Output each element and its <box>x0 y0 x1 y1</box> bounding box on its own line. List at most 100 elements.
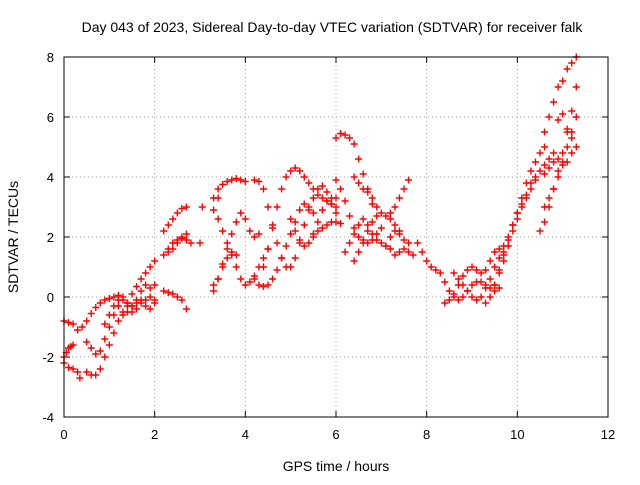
data-point <box>309 194 317 202</box>
series-t42 <box>541 149 576 178</box>
data-point <box>563 143 571 151</box>
data-point <box>368 218 376 226</box>
data-point <box>187 239 195 247</box>
series-t27 <box>350 218 376 265</box>
data-point <box>237 209 245 217</box>
data-point <box>314 227 322 235</box>
data-point <box>364 221 372 229</box>
data-point <box>477 269 485 277</box>
data-point <box>418 248 426 256</box>
data-point <box>178 205 186 212</box>
series-t19 <box>250 200 317 290</box>
data-point <box>491 287 499 295</box>
data-point <box>527 185 535 193</box>
data-point <box>74 326 82 334</box>
data-point <box>341 197 349 205</box>
data-point <box>223 178 231 185</box>
data-point <box>309 209 317 217</box>
data-point <box>355 221 363 229</box>
data-point <box>463 287 471 295</box>
data-point <box>491 281 499 289</box>
data-point <box>160 227 168 235</box>
data-point <box>228 248 236 256</box>
data-point <box>101 296 109 304</box>
data-point <box>282 242 290 250</box>
data-point <box>65 319 73 326</box>
chart-title: Day 043 of 2023, Sidereal Day-to-day VTE… <box>82 19 584 35</box>
y-tick-label: 8 <box>47 50 54 65</box>
data-point <box>273 239 281 247</box>
data-point <box>554 173 562 181</box>
data-point <box>364 188 372 196</box>
data-point <box>133 283 141 290</box>
data-point <box>382 242 390 250</box>
data-point <box>377 209 385 217</box>
x-axis-ticks: 0 2 4 6 8 10 12 <box>60 57 615 442</box>
data-point <box>182 230 190 238</box>
data-point <box>541 218 549 226</box>
data-point <box>509 221 517 229</box>
data-point <box>223 239 231 247</box>
data-point <box>414 239 422 247</box>
series-t28 <box>382 227 413 250</box>
data-point <box>219 263 227 271</box>
data-point <box>454 296 462 304</box>
data-point <box>142 269 150 277</box>
data-point <box>554 116 562 124</box>
data-point <box>522 191 530 199</box>
data-point <box>232 218 240 226</box>
data-point <box>69 320 77 328</box>
data-point <box>495 284 503 292</box>
data-point <box>273 203 281 211</box>
x-axis-label: GPS time / hours <box>283 458 390 474</box>
data-point <box>346 134 354 142</box>
data-point <box>541 128 549 136</box>
data-point <box>282 173 290 181</box>
data-point <box>513 215 521 223</box>
data-point <box>273 266 281 274</box>
data-point <box>559 161 567 169</box>
x-tick-label: 10 <box>510 427 524 442</box>
data-point <box>436 269 444 277</box>
data-point <box>105 323 113 331</box>
data-point <box>92 350 100 358</box>
data-point <box>541 143 549 151</box>
data-point <box>568 128 576 136</box>
data-point <box>495 254 503 262</box>
data-point <box>105 295 113 302</box>
data-point <box>391 221 399 229</box>
data-point <box>110 293 118 301</box>
data-point <box>463 266 471 274</box>
data-point <box>350 257 358 265</box>
data-point <box>69 341 77 349</box>
data-point <box>76 374 84 382</box>
data-point <box>482 284 490 292</box>
data-point <box>473 296 481 304</box>
data-point <box>559 110 567 118</box>
data-point <box>123 308 131 316</box>
data-point <box>359 170 367 178</box>
y-tick-label: 0 <box>47 290 54 305</box>
x-tick-label: 2 <box>151 427 158 442</box>
series-t2 <box>60 341 77 361</box>
data-point <box>101 353 109 361</box>
data-point <box>536 227 544 235</box>
data-point <box>332 134 340 142</box>
data-point <box>214 215 222 223</box>
series-t8 <box>119 293 159 319</box>
series-t23 <box>332 176 385 247</box>
data-point <box>173 239 181 247</box>
data-point <box>536 149 544 157</box>
data-point <box>151 281 159 289</box>
data-point <box>228 230 236 238</box>
data-point <box>432 266 440 274</box>
data-point <box>101 335 109 343</box>
data-point <box>359 215 367 223</box>
data-point <box>92 304 100 311</box>
data-point <box>459 293 467 301</box>
data-point <box>509 227 517 235</box>
series-t24 <box>341 215 394 256</box>
data-point <box>395 194 403 202</box>
data-point <box>278 254 286 262</box>
series-t34 <box>450 248 508 304</box>
